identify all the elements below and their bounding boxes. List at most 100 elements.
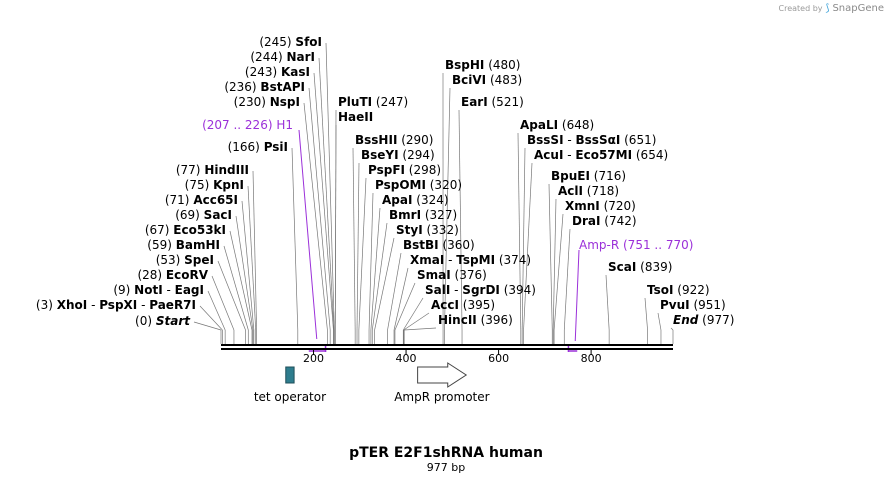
site-line-pvui bbox=[657, 312, 662, 331]
tet-operator-box bbox=[285, 366, 295, 384]
site-label-eco53ki: (67) Eco53kI bbox=[145, 223, 226, 237]
site-label-bstbi: BstBI (360) bbox=[403, 238, 475, 252]
site-label-bmri: BmrI (327) bbox=[389, 208, 457, 222]
site-label-bamhi: (59) BamHI bbox=[147, 238, 220, 252]
site-label-eari: EarI (521) bbox=[461, 95, 524, 109]
site-label-bsssi: BssSI - BssSαI (651) bbox=[527, 133, 656, 147]
site-label-bcivi: BciVI (483) bbox=[452, 73, 522, 87]
features-group: tet operator AmpR promoter bbox=[254, 362, 490, 404]
site-label-bstapi: (236) BstAPI bbox=[224, 80, 305, 94]
tick-label-600: 600 bbox=[488, 352, 509, 365]
site-label-sali: SalI - SgrDI (394) bbox=[425, 283, 536, 297]
site-label-pspomi: PspOMI (320) bbox=[375, 178, 462, 192]
site-label-apali: ApaLI (648) bbox=[520, 118, 594, 132]
site-line-smai bbox=[394, 282, 416, 331]
site-label-bsphi: BspHI (480) bbox=[445, 58, 520, 72]
site-label-apai: ApaI (324) bbox=[382, 193, 449, 207]
watermark-brand: SnapGene bbox=[832, 3, 884, 14]
site-label-ecorv: (28) EcoRV bbox=[137, 268, 208, 282]
primer-line-amp-r bbox=[574, 249, 580, 342]
site-line-bamhi bbox=[223, 245, 249, 331]
site-line-kpni bbox=[247, 185, 257, 331]
site-label-nspi: (230) NspI bbox=[234, 95, 300, 109]
ampr-promoter-arrow bbox=[417, 362, 468, 388]
backbone-group: 200 400 600 800 bbox=[221, 344, 673, 365]
site-line-drai bbox=[563, 228, 571, 331]
site-label-acci: AccI (395) bbox=[431, 298, 495, 312]
site-line-hincii bbox=[404, 327, 437, 331]
site-line-start bbox=[193, 321, 222, 331]
site-line-acli bbox=[552, 198, 557, 331]
site-line-bpuei bbox=[548, 183, 553, 331]
site-line-saci bbox=[235, 215, 254, 331]
site-label-kasi: (243) KasI bbox=[245, 65, 310, 79]
primer-label-amp-r: Amp-R (751 .. 770) bbox=[579, 238, 693, 252]
site-label-xmni: XmnI (720) bbox=[565, 199, 636, 213]
site-label-xmai: XmaI - TspMI (374) bbox=[410, 253, 531, 267]
site-line-eco53ki bbox=[229, 230, 253, 331]
site-label-drai: DraI (742) bbox=[572, 214, 637, 228]
site-line-acui bbox=[523, 162, 533, 331]
snapgene-logo-icon: ⟆ bbox=[825, 3, 830, 14]
site-line-eari bbox=[458, 109, 463, 331]
tick-label-400: 400 bbox=[396, 352, 417, 365]
site-label-bpuei: BpuEI (716) bbox=[551, 169, 626, 183]
site-line-pspfi bbox=[358, 177, 367, 331]
watermark-prefix: Created by bbox=[778, 4, 823, 13]
map-title: pTER E2F1shRNA human bbox=[349, 445, 543, 461]
primer-label-h1: (207 .. 226) H1 bbox=[202, 118, 293, 132]
site-line-bstapi bbox=[308, 87, 331, 331]
snapgene-watermark: Created by ⟆ SnapGene bbox=[779, 3, 884, 14]
site-line-noti bbox=[207, 290, 226, 331]
site-labels-group: (0) Start (3) XhoI - PspXI - PaeR7I(9) No… bbox=[36, 35, 735, 328]
site-label-hindiii: (77) HindIII bbox=[176, 163, 249, 177]
site-line-nari bbox=[318, 57, 335, 331]
site-line-bsshii bbox=[352, 147, 356, 331]
site-line-kasi bbox=[313, 72, 334, 331]
site-line-nspi bbox=[303, 102, 328, 331]
site-label-acc65i: (71) Acc65I bbox=[165, 193, 238, 207]
site-line-tsoi bbox=[644, 297, 648, 331]
site-label-styi: StyI (332) bbox=[396, 223, 459, 237]
site-line-spei bbox=[217, 260, 246, 331]
site-line-bmri bbox=[371, 222, 388, 331]
site-line-apai bbox=[370, 207, 381, 331]
site-label-acui: AcuI - Eco57MI (654) bbox=[534, 148, 668, 162]
site-label-pvui: PvuI (951) bbox=[660, 298, 726, 312]
primer-line-h1 bbox=[298, 129, 318, 340]
site-label-end: End (977) bbox=[673, 313, 734, 327]
site-label-acli: AclI (718) bbox=[558, 184, 619, 198]
site-line-xhoi bbox=[199, 305, 223, 331]
tick-label-800: 800 bbox=[581, 352, 602, 365]
site-label-pluti: PluTI (247) bbox=[338, 95, 408, 109]
site-line-scai bbox=[605, 274, 610, 331]
site-line-apali bbox=[517, 132, 522, 331]
site-label-kpni: (75) KpnI bbox=[185, 178, 244, 192]
site-line-xmai bbox=[393, 267, 409, 331]
tet-operator-label: tet operator bbox=[254, 390, 326, 404]
site-line-ecorv bbox=[211, 275, 235, 331]
site-line-pspomi bbox=[368, 192, 374, 331]
map-size: 977 bp bbox=[427, 461, 465, 474]
site-label-hincii: HincII (396) bbox=[438, 313, 513, 327]
site-line-xmni bbox=[553, 213, 564, 331]
site-lines-group bbox=[193, 42, 674, 352]
site-label-tsoi: TsoI (922) bbox=[647, 283, 710, 297]
site-label-bsshii: BssHII (290) bbox=[355, 133, 434, 147]
site-label-spei: (53) SpeI bbox=[156, 253, 214, 267]
site-line-bcivi bbox=[444, 87, 451, 331]
site-label-start: (0) Start bbox=[135, 314, 191, 328]
site-label-sfoi: (245) SfoI bbox=[259, 35, 322, 49]
site-line-psii bbox=[291, 147, 299, 331]
site-line-bstbi bbox=[387, 252, 402, 331]
site-label-xhoi: (3) XhoI - PspXI - PaeR7I bbox=[36, 298, 196, 312]
site-label-saci: (69) SacI bbox=[175, 208, 232, 222]
site-line-sali bbox=[402, 297, 424, 331]
site-line-acci bbox=[403, 312, 430, 331]
site-label-noti: (9) NotI - EagI bbox=[113, 283, 204, 297]
site-label-haeii: HaeII bbox=[338, 110, 373, 124]
ampr-promoter-label: AmpR promoter bbox=[394, 390, 489, 404]
site-line-haeii bbox=[334, 124, 337, 331]
site-line-end bbox=[670, 327, 674, 331]
